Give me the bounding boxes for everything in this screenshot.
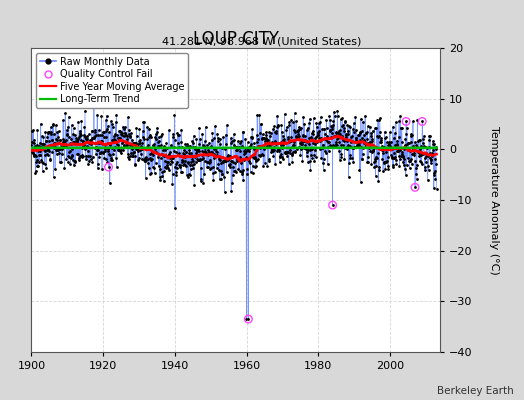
Y-axis label: Temperature Anomaly (°C): Temperature Anomaly (°C) <box>489 126 499 274</box>
Point <box>244 316 253 322</box>
Point <box>418 118 427 125</box>
Point <box>104 164 113 170</box>
Point <box>402 118 410 125</box>
Point <box>329 202 337 208</box>
Point <box>411 184 419 190</box>
Title: LOUP CITY: LOUP CITY <box>193 30 279 48</box>
Text: 41.281 N, 98.968 W (United States): 41.281 N, 98.968 W (United States) <box>162 36 362 46</box>
Text: Berkeley Earth: Berkeley Earth <box>437 386 514 396</box>
Legend: Raw Monthly Data, Quality Control Fail, Five Year Moving Average, Long-Term Tren: Raw Monthly Data, Quality Control Fail, … <box>36 53 188 108</box>
